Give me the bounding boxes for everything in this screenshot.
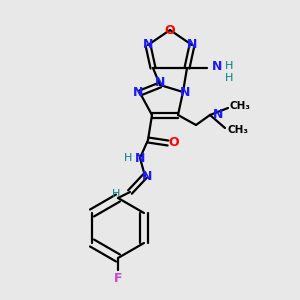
Text: CH₃: CH₃: [230, 101, 251, 111]
Text: O: O: [169, 136, 179, 149]
Text: N: N: [180, 85, 190, 98]
Text: N: N: [142, 169, 152, 182]
Text: O: O: [165, 23, 175, 37]
Text: H: H: [112, 189, 120, 199]
Text: N: N: [213, 109, 224, 122]
Text: H: H: [225, 73, 233, 83]
Text: N: N: [187, 38, 197, 52]
Text: N: N: [143, 38, 153, 52]
Text: H: H: [124, 153, 132, 163]
Text: N: N: [212, 59, 222, 73]
Text: N: N: [135, 152, 145, 164]
Text: H: H: [225, 61, 233, 71]
Text: CH₃: CH₃: [227, 125, 248, 135]
Text: N: N: [155, 76, 165, 89]
Text: N: N: [133, 86, 143, 100]
Text: F: F: [114, 272, 122, 284]
